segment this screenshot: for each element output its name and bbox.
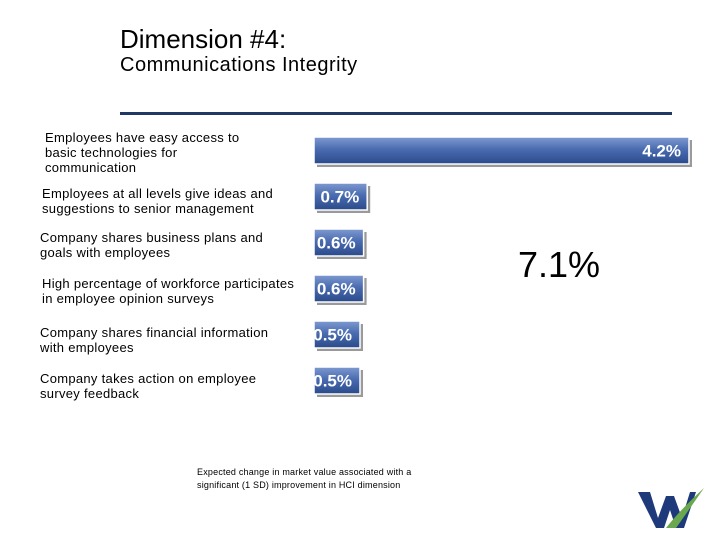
bar-6 xyxy=(313,366,361,395)
bar-1 xyxy=(313,136,690,165)
bar-value-label-1: 4.2% xyxy=(642,142,681,161)
category-label-2: Employees at all levels give ideas and s… xyxy=(42,186,274,216)
company-logo xyxy=(638,488,704,528)
bar-2 xyxy=(313,182,368,211)
bar-5 xyxy=(313,320,361,349)
bar-value-label-4: 0.6% xyxy=(317,280,356,299)
category-label-3: Company shares business plans and goals … xyxy=(40,230,264,260)
category-label-5: Company shares financial information wit… xyxy=(40,325,269,355)
bar-value-label-2: 0.7% xyxy=(320,188,359,207)
bar-4 xyxy=(313,274,365,303)
bar-value-label-5: 0.5% xyxy=(313,326,352,345)
slide-title: Dimension #4: xyxy=(120,24,287,54)
footnote: Expected change in market value associat… xyxy=(197,467,412,490)
slide-subtitle: Communications Integrity xyxy=(120,54,358,76)
category-label-4: High percentage of workforce participate… xyxy=(42,276,295,306)
bar-chart: 4.2% 0.7% 0.6% 0.6% 0.5% 0.5% xyxy=(313,136,692,397)
category-label-1: Employees have easy access to basic tech… xyxy=(45,130,240,175)
bar-3 xyxy=(313,228,365,257)
title-divider xyxy=(120,112,672,115)
bar-value-label-6: 0.5% xyxy=(313,372,352,391)
bar-value-label-3: 0.6% xyxy=(317,234,356,253)
total-value: 7.1% xyxy=(518,244,601,285)
category-label-6: Company takes action on employee survey … xyxy=(40,371,257,401)
